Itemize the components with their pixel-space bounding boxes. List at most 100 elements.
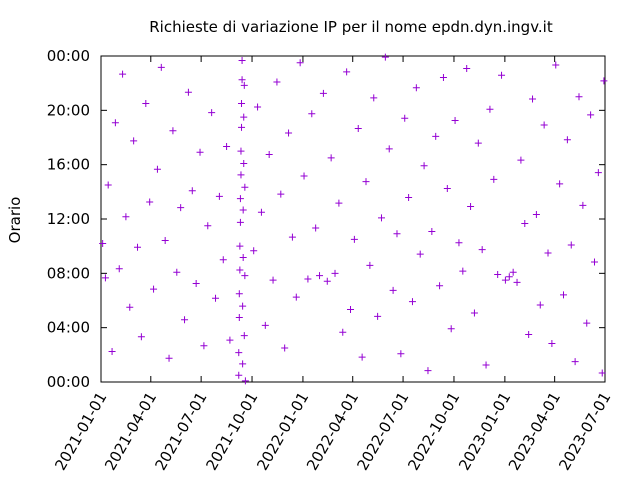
data-point bbox=[241, 183, 249, 191]
data-point bbox=[327, 154, 335, 162]
data-point bbox=[478, 246, 486, 254]
data-point bbox=[153, 165, 161, 173]
data-point bbox=[513, 278, 521, 286]
data-point bbox=[196, 148, 204, 156]
data-point bbox=[408, 298, 416, 306]
data-point bbox=[236, 218, 244, 226]
data-point bbox=[296, 59, 304, 67]
data-point bbox=[115, 265, 123, 273]
data-point bbox=[343, 68, 351, 76]
data-point bbox=[370, 94, 378, 102]
plot-frame bbox=[100, 55, 606, 383]
data-point bbox=[239, 206, 247, 214]
data-point bbox=[424, 367, 432, 375]
data-point bbox=[240, 81, 248, 89]
data-point bbox=[416, 250, 424, 258]
data-point bbox=[99, 239, 107, 247]
data-point bbox=[146, 198, 154, 206]
data-point bbox=[208, 109, 216, 117]
data-point bbox=[556, 180, 564, 188]
data-point bbox=[312, 224, 320, 232]
data-point bbox=[226, 336, 234, 344]
data-point bbox=[354, 124, 362, 132]
data-point bbox=[240, 332, 248, 340]
data-point bbox=[389, 286, 397, 294]
y-tick-label: 12:00 bbox=[47, 210, 90, 228]
data-point bbox=[238, 57, 246, 65]
data-point bbox=[536, 301, 544, 309]
data-point bbox=[459, 267, 467, 275]
data-point bbox=[494, 270, 502, 278]
data-point bbox=[319, 89, 327, 97]
data-point bbox=[235, 290, 243, 298]
data-point bbox=[598, 369, 606, 377]
data-point bbox=[420, 162, 428, 170]
data-point bbox=[428, 227, 436, 235]
x-tick-label: 2021-01-01 bbox=[51, 389, 110, 474]
data-point bbox=[532, 210, 540, 218]
data-point bbox=[339, 328, 347, 336]
data-point bbox=[236, 266, 244, 274]
data-point bbox=[304, 275, 312, 283]
data-point bbox=[237, 147, 245, 155]
x-tick-label: 2021-07-01 bbox=[151, 389, 210, 474]
data-point bbox=[405, 193, 413, 201]
data-point bbox=[250, 247, 258, 255]
data-point bbox=[335, 199, 343, 207]
y-tick-label: 16:00 bbox=[47, 156, 90, 174]
data-point bbox=[447, 325, 455, 333]
data-point bbox=[285, 129, 293, 137]
x-tick-label: 2022-01-01 bbox=[253, 389, 312, 474]
data-point bbox=[235, 349, 243, 357]
data-point bbox=[575, 93, 583, 101]
data-point bbox=[134, 243, 142, 251]
data-point bbox=[277, 190, 285, 198]
data-point bbox=[236, 195, 244, 203]
data-point bbox=[238, 76, 246, 84]
data-point bbox=[482, 361, 490, 369]
data-point bbox=[292, 293, 300, 301]
x-tick-label: 2023-01-01 bbox=[455, 389, 514, 474]
data-point bbox=[455, 239, 463, 247]
data-point bbox=[563, 136, 571, 144]
data-point bbox=[104, 181, 112, 189]
data-point bbox=[215, 192, 223, 200]
data-point bbox=[235, 313, 243, 321]
data-point bbox=[177, 204, 185, 212]
data-points bbox=[99, 53, 608, 385]
data-point bbox=[451, 117, 459, 125]
data-point bbox=[571, 358, 579, 366]
data-point bbox=[474, 139, 482, 147]
y-tick-label: 00:00 bbox=[47, 47, 90, 65]
data-point bbox=[192, 280, 200, 288]
data-point bbox=[385, 145, 393, 153]
data-point bbox=[432, 132, 440, 140]
y-tick-label: 04:00 bbox=[47, 319, 90, 337]
data-point bbox=[544, 249, 552, 257]
data-point bbox=[490, 175, 498, 183]
data-point bbox=[212, 294, 220, 302]
data-point bbox=[560, 291, 568, 299]
data-point bbox=[412, 84, 420, 92]
data-point bbox=[157, 63, 165, 71]
data-point bbox=[261, 321, 269, 329]
data-point bbox=[238, 100, 246, 108]
data-point bbox=[583, 319, 591, 327]
data-point bbox=[517, 156, 525, 164]
y-axis-label: Orario bbox=[6, 197, 24, 244]
data-point bbox=[181, 316, 189, 324]
data-point bbox=[567, 241, 575, 249]
data-point bbox=[200, 342, 208, 350]
data-point bbox=[173, 268, 181, 276]
data-point bbox=[358, 353, 366, 361]
data-point bbox=[122, 213, 130, 221]
data-point bbox=[254, 103, 262, 111]
data-point bbox=[204, 222, 212, 230]
data-point bbox=[505, 273, 513, 281]
data-point bbox=[374, 312, 382, 320]
data-point bbox=[235, 371, 243, 379]
data-point bbox=[439, 74, 447, 82]
data-point bbox=[111, 119, 119, 127]
data-point bbox=[130, 137, 138, 145]
data-point bbox=[219, 256, 227, 264]
